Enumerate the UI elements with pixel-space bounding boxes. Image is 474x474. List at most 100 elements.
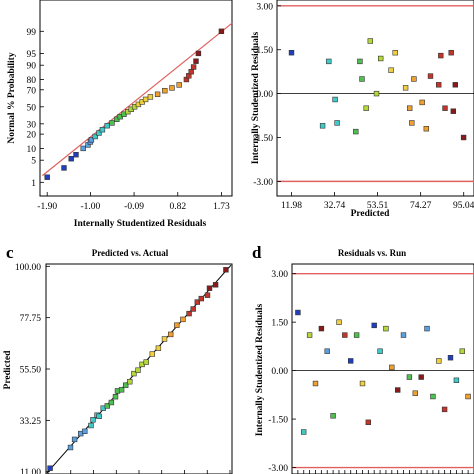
panel-label-c: c <box>6 243 14 262</box>
predicted-actual-point <box>149 351 155 357</box>
residuals-predicted-x-tick-label: 53.51 <box>367 201 389 211</box>
normal-y-tick-label: 90 <box>27 62 37 72</box>
residuals-run-point <box>342 332 348 338</box>
predicted-vs-actual-panel: c Predicted vs. Actual 11.00 33.25 55.50 77… <box>3 243 233 474</box>
normal-y-tick-label: 10 <box>27 145 37 155</box>
residuals-predicted-x-tick-label: 95.04 <box>453 201 474 211</box>
normal-x-ticks: -1.90 -1.00 -0.09 0.82 1.73 <box>37 192 230 212</box>
predicted-actual-x-ticks <box>47 470 231 474</box>
normal-y-tick-label: 5 <box>31 157 36 167</box>
residuals-predicted-y-tick-label: -1.50 <box>253 134 273 144</box>
residuals-predicted-point <box>442 105 448 111</box>
predicted-actual-point <box>96 413 102 419</box>
residuals-run-y-tick-label: 1.50 <box>271 319 288 329</box>
residuals-run-limit-lines <box>292 272 474 469</box>
predicted-actual-point <box>194 299 200 305</box>
normal-y-axis-label: Normal % Probability <box>7 52 17 143</box>
residuals-predicted-y-tick-label: 3.00 <box>256 2 273 12</box>
residuals-predicted-point <box>411 76 417 82</box>
predicted-actual-point <box>204 292 211 298</box>
residuals-run-point <box>447 354 454 361</box>
residuals-predicted-point <box>359 76 365 82</box>
residuals-run-point <box>306 332 313 338</box>
predicted-actual-point <box>174 322 180 328</box>
residuals-run-point <box>465 393 471 400</box>
predicted-actual-point <box>71 436 78 443</box>
predicted-actual-point <box>135 367 141 373</box>
residuals-predicted-y-tick-label: 1.50 <box>256 46 273 56</box>
predicted-actual-point <box>190 306 196 312</box>
residuals-run-point <box>377 348 383 354</box>
residuals-predicted-y-tick-label: 0.00 <box>256 90 273 100</box>
normal-point <box>88 137 95 143</box>
residuals-predicted-point <box>460 134 467 141</box>
predicted-actual-point <box>90 417 96 423</box>
residuals-run-point <box>418 374 424 380</box>
predicted-actual-point <box>104 403 111 409</box>
residuals-run-frame <box>291 263 474 474</box>
residuals-predicted-point <box>448 49 454 56</box>
residuals-predicted-point <box>326 58 332 65</box>
predicted-actual-point <box>155 345 162 351</box>
residuals-run-x-ticks <box>297 470 469 474</box>
residuals-run-point <box>436 358 442 364</box>
residuals-predicted-point <box>319 123 326 129</box>
normal-y-tick-label: 30 <box>27 120 37 130</box>
predicted-actual-point <box>168 331 174 338</box>
residuals-predicted-point <box>427 73 434 79</box>
residuals-predicted-point <box>402 85 409 91</box>
predicted-actual-point <box>143 359 149 365</box>
residuals-run-y-tick-label: -1.50 <box>268 416 288 426</box>
normal-point <box>195 50 202 57</box>
residuals-predicted-x-ticks: 11.98 32.74 53.51 74.27 95.04 <box>281 192 474 211</box>
predicted-actual-point <box>67 444 74 451</box>
normal-point <box>92 133 98 140</box>
residuals-predicted-point <box>377 55 384 62</box>
predicted-actual-point <box>47 465 53 471</box>
normal-x-axis-label: Internally Studentized Residuals <box>74 219 207 229</box>
residuals-predicted-points <box>288 38 467 141</box>
normal-point <box>80 145 86 152</box>
predicted-actual-point <box>88 422 94 429</box>
normal-y-tick-label: 95 <box>27 50 37 60</box>
residuals-predicted-point <box>357 58 363 65</box>
residuals-run-points <box>295 309 471 435</box>
residuals-predicted-point <box>452 82 458 88</box>
residuals-run-point <box>336 319 342 325</box>
normal-point <box>61 165 67 171</box>
residuals-predicted-point <box>406 105 413 111</box>
predicted-actual-y-ticks: 11.00 33.25 55.50 77.75 100.00 <box>15 263 50 474</box>
predicted-actual-point <box>186 310 192 317</box>
normal-y-tick-label: 20 <box>27 131 37 141</box>
residuals-predicted-point <box>353 128 359 135</box>
residuals-predicted-point <box>435 82 442 88</box>
residuals-run-point <box>295 309 301 316</box>
predicted-actual-y-tick-label: 55.50 <box>20 366 42 376</box>
normal-point <box>147 94 154 100</box>
normal-x-tick-label: -0.09 <box>124 202 144 212</box>
normal-x-tick-label: -1.90 <box>37 202 57 212</box>
predicted-actual-point <box>206 285 213 291</box>
residuals-run-point <box>330 413 336 419</box>
predicted-actual-y-tick-label: 100.00 <box>15 263 41 273</box>
normal-x-tick-label: 0.82 <box>169 202 186 212</box>
residuals-run-y-ticks: -3.00 -1.50 0.00 1.50 3.00 <box>268 270 296 474</box>
normal-point <box>44 174 50 180</box>
residuals-run-point <box>394 387 401 393</box>
normal-point <box>96 130 102 136</box>
normal-point <box>99 127 106 133</box>
normal-y-tick-label: 1 <box>31 179 36 189</box>
residuals-run-point <box>441 406 448 413</box>
residuals-predicted-x-tick-label: 74.27 <box>410 201 432 211</box>
residuals-run-point <box>312 380 319 387</box>
normal-point <box>188 69 194 75</box>
residuals-predicted-x-tick-label: 32.74 <box>324 201 346 211</box>
predicted-actual-y-tick-label: 33.25 <box>20 417 42 427</box>
residuals-predicted-point <box>423 126 429 132</box>
residuals-run-point <box>353 332 360 338</box>
predicted-actual-point <box>82 428 88 434</box>
residuals-predicted-point <box>388 67 394 73</box>
predicted-y-axis-label: Predicted <box>3 350 13 390</box>
